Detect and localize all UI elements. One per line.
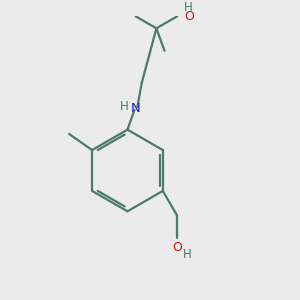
Text: O: O [172, 241, 182, 254]
Text: H: H [183, 248, 192, 261]
Text: H: H [119, 100, 128, 113]
Text: N: N [131, 102, 141, 115]
Text: H: H [183, 2, 192, 14]
Text: O: O [184, 10, 194, 23]
